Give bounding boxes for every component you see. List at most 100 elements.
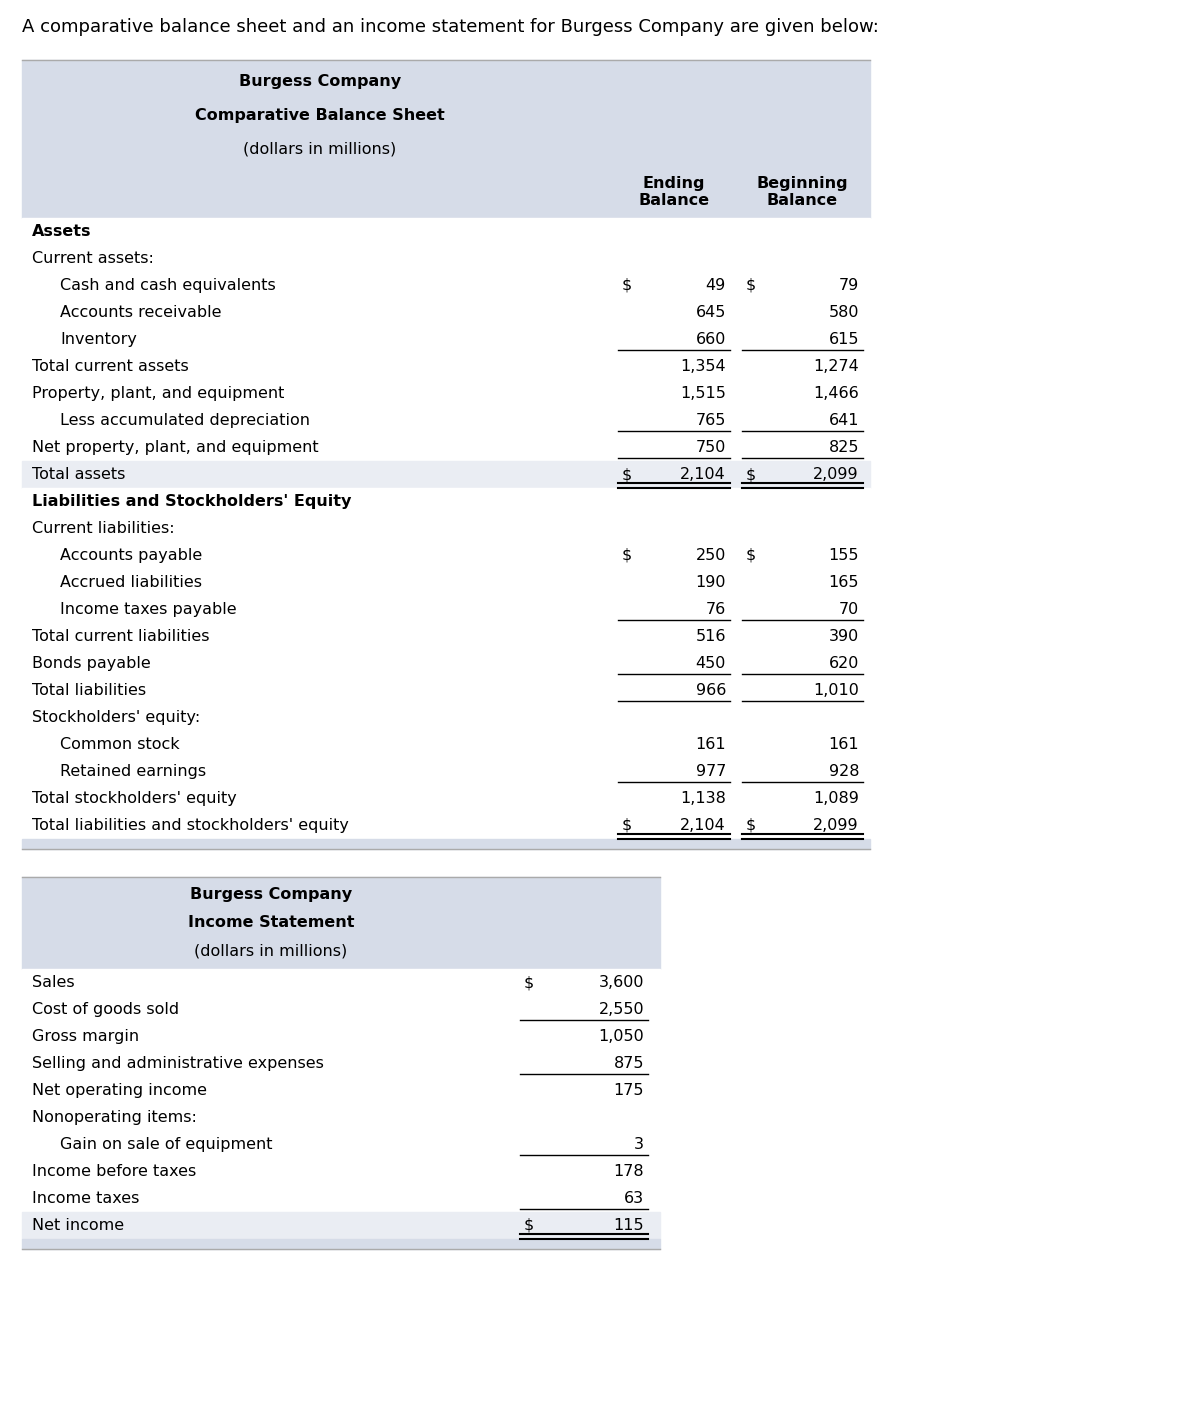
- Bar: [22, 839, 870, 849]
- Text: Net operating income: Net operating income: [32, 1083, 208, 1098]
- Text: $: $: [746, 277, 756, 293]
- Bar: [22, 327, 870, 353]
- Text: $: $: [622, 277, 632, 293]
- Text: 1,089: 1,089: [814, 791, 859, 805]
- Text: $: $: [746, 818, 756, 834]
- Bar: [22, 1239, 660, 1249]
- Bar: [22, 353, 870, 380]
- Text: 660: 660: [696, 332, 726, 346]
- Text: 49: 49: [706, 277, 726, 293]
- Text: Sales: Sales: [32, 974, 74, 990]
- Text: Income before taxes: Income before taxes: [32, 1164, 197, 1178]
- Text: 977: 977: [696, 765, 726, 779]
- Text: $: $: [524, 974, 534, 990]
- Text: 79: 79: [839, 277, 859, 293]
- Text: 178: 178: [613, 1164, 644, 1178]
- Text: Retained earnings: Retained earnings: [60, 765, 206, 779]
- Bar: [22, 650, 870, 677]
- Text: $: $: [622, 548, 632, 563]
- Bar: [22, 704, 870, 731]
- Text: 2,099: 2,099: [814, 467, 859, 482]
- Text: Accrued liabilities: Accrued liabilities: [60, 574, 202, 590]
- Text: 1,050: 1,050: [599, 1029, 644, 1043]
- Bar: [22, 407, 870, 434]
- Bar: [22, 218, 870, 245]
- Text: 875: 875: [613, 1056, 644, 1071]
- Text: Inventory: Inventory: [60, 332, 137, 346]
- Text: Ending
Balance: Ending Balance: [638, 176, 709, 208]
- Text: 1,010: 1,010: [814, 683, 859, 698]
- Text: Bonds payable: Bonds payable: [32, 656, 151, 672]
- Text: Selling and administrative expenses: Selling and administrative expenses: [32, 1056, 324, 1071]
- Text: 966: 966: [696, 683, 726, 698]
- Text: 115: 115: [613, 1218, 644, 1233]
- Text: 765: 765: [696, 413, 726, 428]
- Text: Accounts receivable: Accounts receivable: [60, 306, 222, 320]
- Text: (dollars in millions): (dollars in millions): [194, 943, 348, 957]
- Text: 390: 390: [829, 629, 859, 643]
- Bar: [22, 1186, 660, 1212]
- Text: Less accumulated depreciation: Less accumulated depreciation: [60, 413, 310, 428]
- Text: Net income: Net income: [32, 1218, 124, 1233]
- Text: Total current liabilities: Total current liabilities: [32, 629, 210, 643]
- Text: (dollars in millions): (dollars in millions): [244, 142, 397, 158]
- Text: $: $: [746, 548, 756, 563]
- Text: Net property, plant, and equipment: Net property, plant, and equipment: [32, 439, 319, 455]
- Text: 516: 516: [696, 629, 726, 643]
- Bar: [22, 489, 870, 515]
- Bar: [22, 596, 870, 622]
- Bar: [22, 622, 870, 650]
- Text: 615: 615: [828, 332, 859, 346]
- Text: 165: 165: [828, 574, 859, 590]
- Bar: [22, 969, 660, 995]
- Bar: [22, 542, 870, 569]
- Text: Income Statement: Income Statement: [187, 915, 354, 931]
- Text: 2,104: 2,104: [680, 818, 726, 834]
- Text: 1,138: 1,138: [680, 791, 726, 805]
- Text: 1,466: 1,466: [814, 386, 859, 401]
- Text: 3: 3: [634, 1138, 644, 1152]
- Text: Gain on sale of equipment: Gain on sale of equipment: [60, 1138, 272, 1152]
- Text: 175: 175: [613, 1083, 644, 1098]
- Bar: [22, 434, 870, 460]
- Text: Cash and cash equivalents: Cash and cash equivalents: [60, 277, 276, 293]
- Bar: [22, 380, 870, 407]
- Text: 1,515: 1,515: [680, 386, 726, 401]
- Text: Burgess Company: Burgess Company: [239, 75, 401, 89]
- Text: 450: 450: [696, 656, 726, 672]
- Text: Stockholders' equity:: Stockholders' equity:: [32, 710, 200, 725]
- Text: Accounts payable: Accounts payable: [60, 548, 203, 563]
- Text: 63: 63: [624, 1191, 644, 1207]
- Text: Cost of goods sold: Cost of goods sold: [32, 1002, 179, 1017]
- Bar: [22, 731, 870, 758]
- Text: 2,099: 2,099: [814, 818, 859, 834]
- Text: 250: 250: [696, 548, 726, 563]
- Bar: [22, 61, 870, 218]
- Text: 645: 645: [696, 306, 726, 320]
- Bar: [22, 758, 870, 786]
- Text: Burgess Company: Burgess Company: [190, 887, 352, 903]
- Text: Beginning
Balance: Beginning Balance: [757, 176, 848, 208]
- Bar: [22, 1157, 660, 1186]
- Bar: [22, 569, 870, 596]
- Text: $: $: [524, 1218, 534, 1233]
- Bar: [22, 460, 870, 489]
- Text: Income taxes: Income taxes: [32, 1191, 139, 1207]
- Text: 1,274: 1,274: [814, 359, 859, 375]
- Text: A comparative balance sheet and an income statement for Burgess Company are give: A comparative balance sheet and an incom…: [22, 18, 878, 37]
- Text: 750: 750: [696, 439, 726, 455]
- Text: 2,550: 2,550: [599, 1002, 644, 1017]
- Bar: [22, 1131, 660, 1157]
- Text: 70: 70: [839, 603, 859, 617]
- Bar: [22, 877, 660, 969]
- Text: 825: 825: [828, 439, 859, 455]
- Bar: [22, 812, 870, 839]
- Text: Total liabilities: Total liabilities: [32, 683, 146, 698]
- Bar: [22, 298, 870, 327]
- Text: Liabilities and Stockholders' Equity: Liabilities and Stockholders' Equity: [32, 494, 352, 510]
- Text: 928: 928: [828, 765, 859, 779]
- Text: 620: 620: [829, 656, 859, 672]
- Bar: [22, 1024, 660, 1050]
- Text: 580: 580: [828, 306, 859, 320]
- Text: Assets: Assets: [32, 224, 91, 239]
